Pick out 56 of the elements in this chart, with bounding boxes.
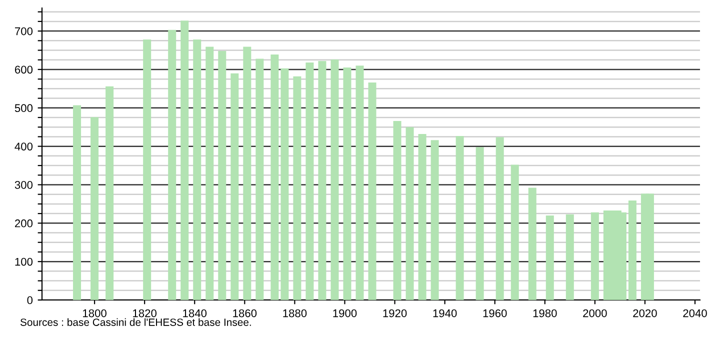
bar xyxy=(430,140,439,300)
bar xyxy=(343,68,352,300)
x-tick-label: 1980 xyxy=(533,309,557,318)
bar xyxy=(393,120,402,300)
y-tick-label: 400 xyxy=(14,142,33,150)
y-tick-label: 200 xyxy=(14,219,33,228)
bar xyxy=(90,117,99,300)
bar xyxy=(270,54,279,300)
bar xyxy=(256,58,264,300)
bar xyxy=(230,73,239,300)
bar xyxy=(406,127,414,300)
bar xyxy=(168,30,176,300)
bar xyxy=(418,134,426,300)
bar xyxy=(510,164,519,300)
x-tick-label: 2040 xyxy=(683,309,707,318)
bar xyxy=(628,200,636,300)
bar xyxy=(566,214,574,300)
bar xyxy=(318,61,326,300)
x-tick-label: 2020 xyxy=(633,309,657,318)
bar xyxy=(476,147,484,300)
bar xyxy=(456,136,464,300)
bar xyxy=(280,68,289,300)
bar xyxy=(368,82,376,300)
x-tick-label: 1940 xyxy=(433,309,457,318)
bar xyxy=(293,76,302,300)
bar xyxy=(143,40,152,300)
y-tick-label: 0 xyxy=(27,296,33,304)
x-tick-label: 1960 xyxy=(483,309,507,318)
bar xyxy=(496,137,504,300)
bar xyxy=(330,59,339,300)
y-tick-label: 500 xyxy=(14,104,33,112)
bar xyxy=(243,46,252,300)
bar xyxy=(546,215,554,300)
bar xyxy=(193,40,202,300)
bar xyxy=(218,51,226,300)
y-tick-label: 700 xyxy=(15,27,33,36)
bar xyxy=(106,86,114,300)
y-tick-label: 600 xyxy=(15,66,33,74)
bar xyxy=(306,62,314,300)
x-tick-label: 1840 xyxy=(183,309,207,318)
y-tick-label: 100 xyxy=(15,258,33,266)
x-tick-label: 1800 xyxy=(83,309,106,318)
x-tick-label: 1860 xyxy=(233,309,257,318)
bar xyxy=(180,20,189,300)
bar xyxy=(528,188,536,300)
bar xyxy=(206,46,214,300)
x-tick-label: 1900 xyxy=(333,309,357,318)
x-tick-label: 1880 xyxy=(283,309,307,318)
bar xyxy=(590,212,599,300)
bar xyxy=(73,105,82,300)
x-tick-label: 1920 xyxy=(383,309,407,318)
x-tick-label: 1820 xyxy=(133,309,157,318)
x-tick-label: 2000 xyxy=(583,309,607,318)
y-tick-label: 300 xyxy=(14,181,33,189)
source-note: Sources : base Cassini de l'EHESS et base Insee. xyxy=(20,318,251,326)
bar xyxy=(356,66,364,300)
